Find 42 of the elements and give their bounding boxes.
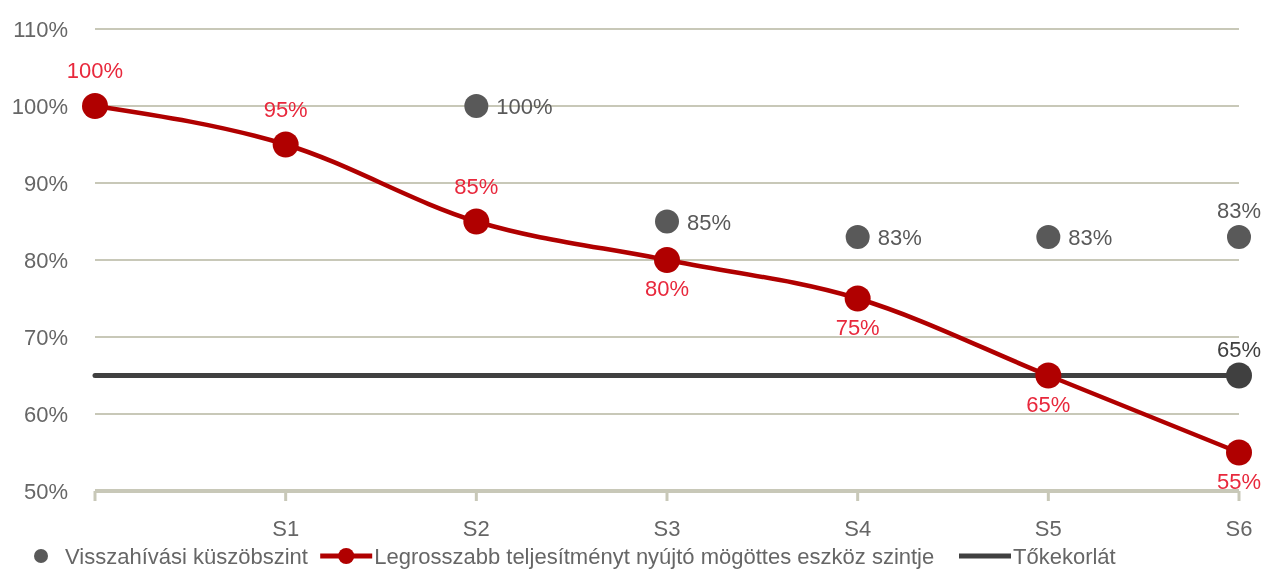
data-label: 100% [66,58,124,83]
data-label: 100% [496,94,553,119]
point [655,209,679,234]
data-label: 65% [1026,391,1071,417]
legend-label: Legrosszabb teljesítményt nyújtó mögöttes eszköz szintje [374,544,935,569]
y-tick-label: 70% [23,325,68,350]
x-tick-label: S2 [462,516,490,541]
point [1226,362,1252,389]
data-label: 55% [1216,468,1262,494]
data-label: 95% [263,96,308,122]
point [1227,224,1251,249]
point [845,224,870,249]
point [654,247,680,273]
point [463,208,490,235]
x-tick-label: S4 [844,516,872,541]
data-label: 85% [687,209,732,235]
point [82,93,108,119]
legend-label: Tőkekorlát [1013,544,1116,569]
x-tick-label: S5 [1034,516,1062,541]
point [1035,362,1062,389]
x-tick-label: S3 [653,516,681,541]
data-label: 83% [1068,224,1113,250]
x-tick-label: S6 [1225,516,1253,541]
point [1036,224,1061,249]
data-label: 83% [877,224,922,250]
y-tick-label: 100% [11,94,68,119]
point [464,94,489,118]
y-tick-label: 90% [23,171,68,196]
point [272,131,299,158]
y-tick-label: 50% [23,479,68,504]
data-label: 83% [1216,197,1262,223]
point [844,285,871,312]
y-tick-label: 60% [23,402,68,427]
y-tick-label: 110% [13,17,68,42]
data-label: 85% [454,173,499,199]
data-label: 75% [835,314,880,340]
data-label: 65% [1216,336,1262,362]
y-tick-label: 80% [23,248,68,273]
data-label: 80% [644,276,690,301]
legend-label: Visszahívási küszöbszint [65,544,308,569]
x-tick-label: S1 [272,516,300,541]
point [1226,439,1252,466]
